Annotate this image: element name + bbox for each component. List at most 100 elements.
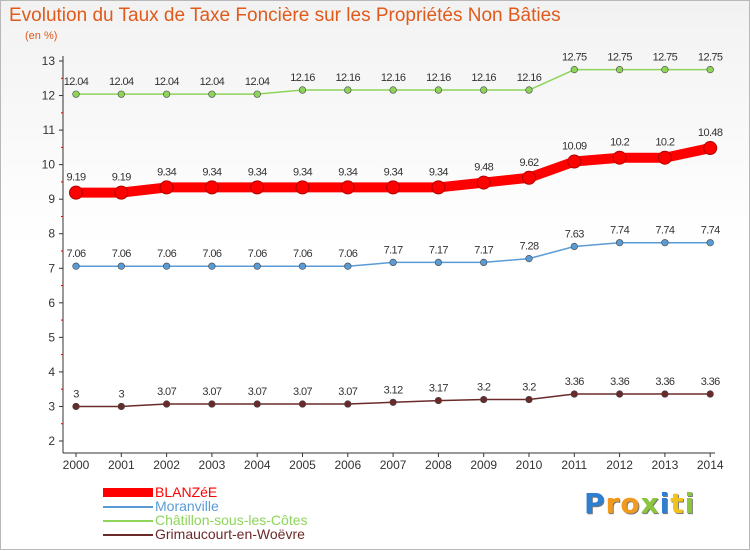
data-label: 3.36: [565, 376, 584, 388]
data-point: [253, 262, 261, 270]
data-label: 10.2: [610, 137, 629, 149]
data-label: 10.48: [698, 127, 723, 139]
data-label: 10.09: [562, 141, 587, 153]
data-point: [163, 90, 171, 98]
data-point: [114, 185, 129, 200]
data-point: [163, 400, 171, 408]
data-point: [208, 262, 216, 270]
logo-letter: o: [620, 487, 641, 520]
data-point: [615, 390, 624, 398]
data-label: 12.16: [426, 72, 451, 84]
data-label: 3.2: [522, 382, 536, 394]
data-label: 12.16: [381, 72, 406, 84]
legend-swatch: [103, 488, 153, 497]
y-tick-label: 12: [42, 89, 56, 103]
data-label: 9.34: [248, 166, 267, 178]
data-point: [661, 239, 669, 247]
data-label: 9.34: [338, 166, 357, 178]
data-point: [298, 262, 307, 270]
y-tick-label: 2: [48, 434, 55, 448]
data-label: 3.07: [157, 386, 176, 398]
data-label: 9.19: [66, 172, 85, 184]
x-tick-label: 2006: [334, 458, 361, 472]
data-label: 3: [119, 388, 125, 400]
x-tick-label: 2012: [606, 458, 633, 472]
x-tick-label: 2000: [63, 458, 90, 472]
data-point: [476, 175, 491, 190]
data-label: 12.75: [653, 52, 678, 64]
data-point: [72, 402, 80, 411]
data-point: [298, 400, 307, 408]
x-tick-label: 2014: [697, 458, 724, 472]
data-point: [163, 262, 171, 270]
legend-label: BLANZéE: [155, 484, 218, 500]
data-point: [208, 90, 216, 98]
data-point: [250, 180, 265, 195]
data-point: [615, 239, 624, 247]
data-label: 3: [73, 388, 79, 400]
data-point: [615, 66, 624, 74]
data-label: 12.16: [290, 72, 315, 84]
data-label: 10.2: [655, 137, 674, 149]
data-point: [661, 66, 669, 74]
data-point: [344, 86, 352, 94]
legend-label: Grimaucourt-en-Woëvre: [155, 526, 305, 542]
data-label: 9.62: [519, 157, 538, 169]
legend-swatch: [103, 506, 153, 508]
legend-swatch: [103, 534, 153, 536]
data-label: 7.17: [384, 244, 403, 256]
y-tick-label: 5: [48, 330, 55, 344]
y-tick-label: 6: [48, 296, 55, 310]
data-label: 3.36: [655, 376, 674, 388]
data-point: [661, 390, 669, 398]
data-label: 3.36: [610, 376, 629, 388]
data-point: [389, 258, 397, 267]
data-point: [570, 66, 578, 74]
data-label: 12.04: [109, 76, 134, 88]
y-tick-label: 7: [48, 261, 55, 275]
data-point: [570, 242, 578, 251]
logo-letter: t: [670, 487, 685, 520]
logo-letter: P: [584, 487, 606, 520]
data-point: [525, 255, 533, 263]
data-label: 9.34: [429, 166, 448, 178]
data-point: [72, 262, 80, 270]
data-label: 3.36: [701, 376, 720, 388]
data-label: 9.34: [157, 166, 176, 178]
chart-title: Evolution du Taux de Taxe Foncière sur l…: [9, 5, 561, 26]
data-label: 12.75: [698, 52, 723, 64]
data-label: 12.04: [64, 76, 89, 88]
data-point: [117, 402, 125, 411]
x-tick-label: 2013: [652, 458, 679, 472]
data-label: 7.06: [112, 248, 131, 260]
data-point: [295, 180, 310, 195]
x-tick-label: 2001: [108, 458, 135, 472]
data-point: [69, 185, 83, 200]
data-point: [117, 90, 125, 98]
data-point: [344, 400, 352, 408]
data-label: 7.74: [610, 225, 629, 237]
data-point: [480, 395, 488, 404]
data-point: [117, 262, 125, 270]
data-point: [431, 180, 446, 195]
x-tick-label: 2008: [425, 458, 452, 472]
data-label: 9.34: [202, 166, 221, 178]
data-point: [389, 398, 397, 406]
data-label: 12.16: [517, 72, 542, 84]
data-point: [386, 180, 401, 195]
data-point: [72, 90, 80, 98]
data-label: 9.19: [112, 172, 131, 184]
logo-letter: i: [659, 487, 671, 520]
data-label: 7.06: [293, 248, 312, 260]
data-point: [298, 86, 307, 94]
y-tick-label: 11: [43, 123, 56, 137]
legend-swatch: [103, 520, 153, 522]
data-point: [480, 86, 488, 94]
data-point: [706, 239, 714, 247]
data-label: 3.17: [429, 383, 448, 395]
x-tick-label: 2009: [470, 458, 497, 472]
data-point: [525, 86, 533, 94]
data-label: 7.63: [565, 229, 584, 241]
proxiti-logo: Proxiti: [584, 487, 695, 520]
data-point: [344, 262, 352, 270]
